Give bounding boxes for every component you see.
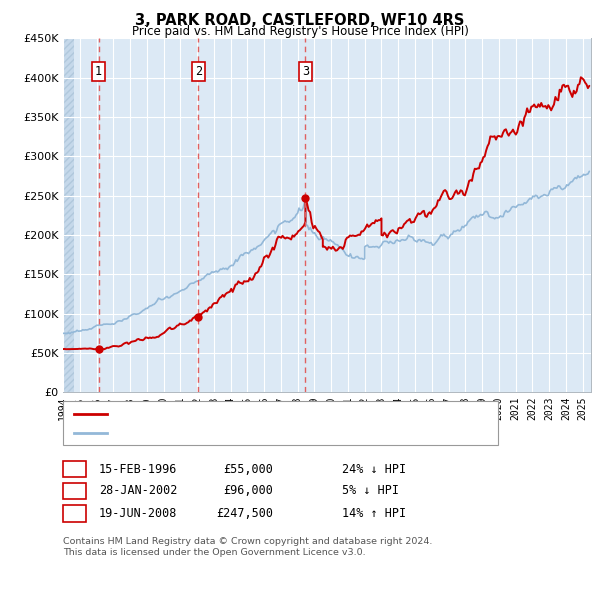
Text: Contains HM Land Registry data © Crown copyright and database right 2024.: Contains HM Land Registry data © Crown c… — [63, 537, 433, 546]
Text: 3, PARK ROAD, CASTLEFORD, WF10 4RS (detached house): 3, PARK ROAD, CASTLEFORD, WF10 4RS (deta… — [114, 409, 433, 418]
Text: 3: 3 — [71, 507, 78, 520]
Text: 2: 2 — [195, 65, 202, 78]
Text: 15-FEB-1996: 15-FEB-1996 — [99, 463, 178, 476]
Bar — [63, 38, 74, 392]
Text: This data is licensed under the Open Government Licence v3.0.: This data is licensed under the Open Gov… — [63, 548, 365, 556]
Text: 1: 1 — [95, 65, 102, 78]
Bar — [63, 38, 74, 392]
Text: 3: 3 — [302, 65, 309, 78]
Text: 1: 1 — [71, 463, 78, 476]
Text: 24% ↓ HPI: 24% ↓ HPI — [342, 463, 406, 476]
Text: HPI: Average price, detached house, Wakefield: HPI: Average price, detached house, Wake… — [114, 428, 370, 438]
Text: 14% ↑ HPI: 14% ↑ HPI — [342, 507, 406, 520]
Text: 5% ↓ HPI: 5% ↓ HPI — [342, 484, 399, 497]
Text: 3, PARK ROAD, CASTLEFORD, WF10 4RS: 3, PARK ROAD, CASTLEFORD, WF10 4RS — [136, 13, 464, 28]
Text: £96,000: £96,000 — [223, 484, 273, 497]
Text: 2: 2 — [71, 484, 78, 497]
Text: 19-JUN-2008: 19-JUN-2008 — [99, 507, 178, 520]
Text: Price paid vs. HM Land Registry's House Price Index (HPI): Price paid vs. HM Land Registry's House … — [131, 25, 469, 38]
Text: £55,000: £55,000 — [223, 463, 273, 476]
Text: £247,500: £247,500 — [216, 507, 273, 520]
Text: 28-JAN-2002: 28-JAN-2002 — [99, 484, 178, 497]
